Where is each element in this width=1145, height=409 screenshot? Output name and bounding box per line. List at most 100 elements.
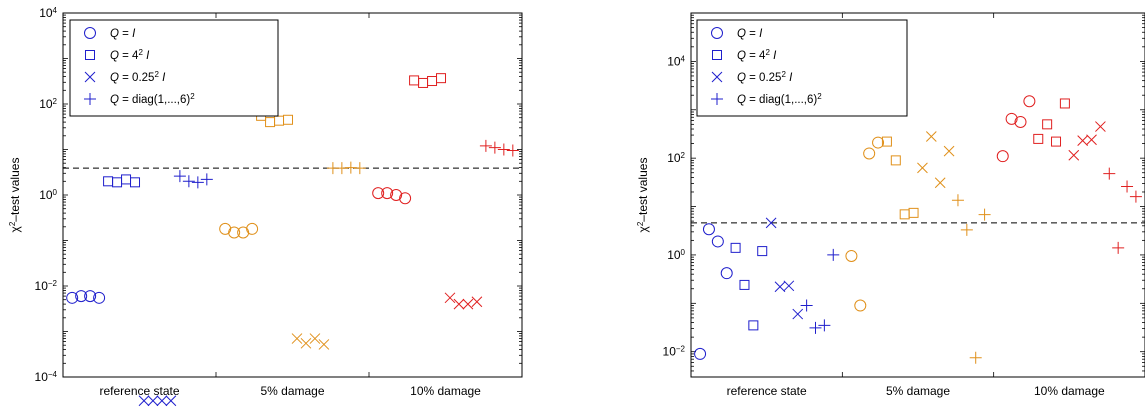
plus-marker-shape xyxy=(335,162,348,175)
plus-marker-shape xyxy=(497,143,510,156)
plus-marker-shape xyxy=(200,173,213,186)
data-point xyxy=(827,248,840,261)
plus-marker-shape xyxy=(506,144,519,157)
x-marker-shape xyxy=(934,177,946,189)
data-point xyxy=(872,136,885,149)
chart-panel-1: 10−4 10−2 100 102 104 reference state 5% damag… xyxy=(8,6,523,407)
plus-marker-shape xyxy=(960,223,973,236)
square-marker-shape xyxy=(881,136,892,147)
data-point xyxy=(951,194,964,207)
data-point xyxy=(854,299,867,312)
circle-marker-shape xyxy=(711,27,723,39)
data-point xyxy=(720,267,733,280)
legend-circle-icon xyxy=(711,27,723,39)
data-point xyxy=(246,222,259,235)
square-marker-shape xyxy=(283,114,294,125)
data-point xyxy=(969,351,982,364)
circle-marker-shape xyxy=(84,290,97,303)
x-marker-shape xyxy=(138,395,150,407)
data-point xyxy=(960,223,973,236)
data-point xyxy=(1033,133,1044,144)
legend-x-icon xyxy=(84,71,96,83)
x-marker-shape xyxy=(917,162,928,174)
circle-marker-shape xyxy=(66,291,79,304)
data-point xyxy=(845,250,858,263)
x-marker-shape xyxy=(1095,121,1106,132)
legend-square-icon xyxy=(712,50,722,60)
x-tick-label: 10% damage xyxy=(410,384,481,398)
y-axis-label: χ2–test values xyxy=(8,158,23,233)
data-point xyxy=(488,141,501,154)
legend: Q = I Q = 42 I Q = 0.252 I Q = diag(1,...,6… xyxy=(69,19,279,117)
plus-marker-shape xyxy=(951,194,964,207)
legend-plus-icon xyxy=(84,93,96,105)
x-tick-label: 5% damage xyxy=(260,384,324,398)
circle-marker-shape xyxy=(84,27,96,39)
legend: Q = I Q = 42 I Q = 0.252 I Q = diag(1,...,6… xyxy=(696,19,908,117)
data-point xyxy=(66,291,79,304)
data-point xyxy=(182,175,195,188)
plus-marker-shape xyxy=(353,162,366,175)
data-point xyxy=(200,173,213,186)
data-point xyxy=(93,291,106,304)
plus-marker-shape xyxy=(1112,241,1125,254)
plus-marker-shape xyxy=(827,248,840,261)
circle-marker-shape xyxy=(872,136,885,149)
x-marker-shape xyxy=(1077,135,1089,147)
circle-marker-shape xyxy=(390,189,403,201)
data-point xyxy=(228,226,241,239)
x-marker-shape xyxy=(943,145,955,157)
data-point xyxy=(1068,149,1080,161)
legend-circle-icon xyxy=(84,27,96,39)
data-point xyxy=(765,217,777,229)
circle-marker-shape xyxy=(75,290,88,303)
circle-marker-shape xyxy=(228,226,241,239)
plus-marker-shape xyxy=(809,321,822,334)
data-point xyxy=(84,290,97,303)
data-point xyxy=(783,280,795,292)
x-tick-label: reference state xyxy=(99,384,179,398)
data-point xyxy=(818,319,831,332)
circle-marker-shape xyxy=(720,267,733,280)
data-point xyxy=(890,155,901,166)
x-marker-shape xyxy=(291,333,303,344)
plus-marker-shape xyxy=(173,170,186,183)
y-tick-label: 100 xyxy=(39,188,57,203)
circle-marker-shape xyxy=(1023,95,1036,108)
data-point xyxy=(943,145,955,157)
data-point xyxy=(800,299,813,312)
x-marker-shape xyxy=(300,337,312,349)
data-point xyxy=(335,162,348,175)
data-point xyxy=(694,347,707,360)
data-point xyxy=(730,242,741,253)
circle-marker-shape xyxy=(93,291,106,304)
plus-marker-shape xyxy=(182,175,195,188)
data-point xyxy=(390,189,403,201)
data-point xyxy=(444,292,456,304)
square-marker-shape xyxy=(890,155,901,166)
plus-marker-shape xyxy=(1103,167,1116,180)
legend-entry-label: Q = 42 I xyxy=(737,48,777,63)
legend-entry-label: Q = 0.252 I xyxy=(110,70,166,85)
square-marker-shape xyxy=(908,207,919,218)
data-point xyxy=(881,136,892,147)
data-point xyxy=(1023,95,1036,108)
y-tick-label: 100 xyxy=(667,247,685,262)
data-point xyxy=(908,207,919,218)
data-point xyxy=(156,395,168,407)
plus-marker-shape xyxy=(479,139,492,152)
legend-frame xyxy=(69,19,279,117)
x-marker-shape xyxy=(774,281,786,293)
data-point xyxy=(757,246,768,257)
data-point xyxy=(702,223,715,236)
circle-marker-shape xyxy=(845,250,858,263)
square-marker-shape xyxy=(712,50,722,60)
data-point xyxy=(138,395,150,407)
legend-entry-label: Q = 42 I xyxy=(110,48,150,63)
data-point xyxy=(399,192,412,205)
data-point xyxy=(1014,115,1027,128)
y-tick-label: 104 xyxy=(39,6,57,21)
circle-marker-shape xyxy=(711,235,724,248)
data-point xyxy=(1086,134,1097,146)
y-tick-label: 104 xyxy=(667,54,685,69)
